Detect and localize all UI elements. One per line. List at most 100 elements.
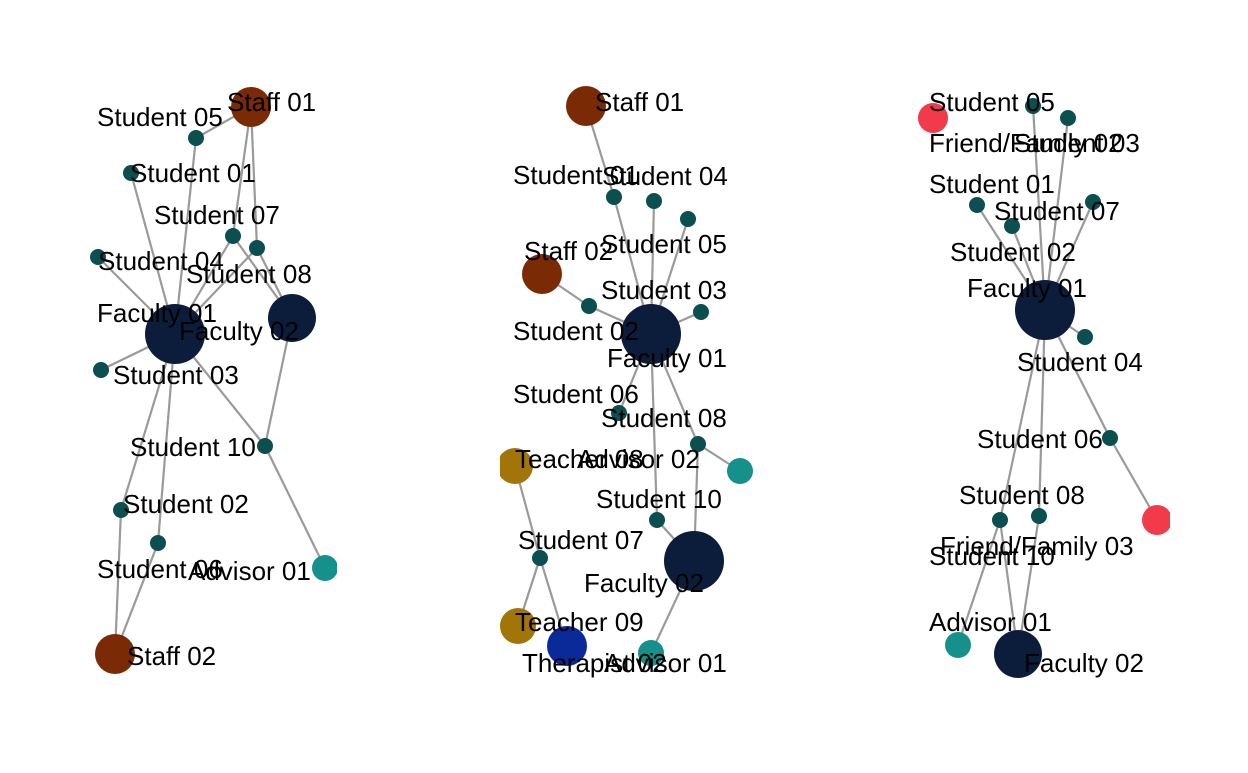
node-friend-family-03[interactable] bbox=[1142, 505, 1172, 535]
edge-student-02-staff-02 bbox=[113, 509, 123, 655]
node-staff-01[interactable] bbox=[566, 86, 606, 126]
node-teacher-09[interactable] bbox=[500, 608, 536, 644]
node-label-student-05: Student 05 bbox=[97, 102, 223, 132]
edge-staff-01-student-07 bbox=[231, 106, 253, 237]
node-advisor-01[interactable] bbox=[312, 555, 338, 581]
node-student-10[interactable] bbox=[649, 512, 665, 528]
node-student-03[interactable] bbox=[693, 304, 709, 320]
node-label-student-04: Student 04 bbox=[602, 161, 728, 191]
node-student-07[interactable] bbox=[532, 550, 548, 566]
node-staff-02[interactable] bbox=[95, 634, 135, 674]
edge-student-03-faculty-01 bbox=[1043, 117, 1070, 311]
node-label-friend-family-02: Friend/Family 02 bbox=[929, 128, 1123, 158]
node-student-01[interactable] bbox=[606, 189, 622, 205]
edge-student-05-faculty-01 bbox=[1031, 105, 1047, 311]
node-student-04[interactable] bbox=[90, 249, 106, 265]
node-student-08[interactable] bbox=[690, 436, 706, 452]
edge-faculty-01-student-02 bbox=[119, 333, 177, 511]
node-faculty-01[interactable] bbox=[1015, 280, 1075, 340]
node-faculty-01[interactable] bbox=[621, 304, 681, 364]
node-staff-01[interactable] bbox=[231, 87, 271, 127]
node-student-07[interactable] bbox=[1085, 194, 1101, 210]
node-student-02[interactable] bbox=[113, 502, 129, 518]
node-staff-02[interactable] bbox=[522, 254, 562, 294]
node-label-therapist-02: Therapist 02 bbox=[522, 648, 667, 678]
node-student-10[interactable] bbox=[1031, 508, 1047, 524]
node-student-08[interactable] bbox=[992, 512, 1008, 528]
edge-staff-01-student-08 bbox=[249, 106, 259, 249]
node-faculty-01[interactable] bbox=[145, 304, 205, 364]
node-advisor-01[interactable] bbox=[945, 632, 971, 658]
network-2-nodes bbox=[497, 86, 753, 666]
node-advisor-02[interactable] bbox=[727, 458, 753, 484]
node-label-faculty-01: Faculty 01 bbox=[97, 298, 217, 328]
node-label-student-03: Student 03 bbox=[601, 275, 727, 305]
node-student-07[interactable] bbox=[225, 228, 241, 244]
node-student-05[interactable] bbox=[188, 130, 204, 146]
node-label-student-05: Student 05 bbox=[601, 229, 727, 259]
node-label-student-01: Student 01 bbox=[929, 169, 1055, 199]
node-label-student-08: Student 08 bbox=[601, 403, 727, 433]
node-student-06[interactable] bbox=[1102, 430, 1118, 446]
node-label-advisor-01: Advisor 01 bbox=[604, 648, 727, 678]
node-label-student-06: Student 06 bbox=[513, 379, 639, 409]
node-student-10[interactable] bbox=[257, 438, 273, 454]
node-label-staff-01: Staff 01 bbox=[227, 87, 316, 117]
node-label-advisor-02: Advisor 02 bbox=[577, 444, 700, 474]
network-3-nodes bbox=[918, 98, 1172, 678]
node-faculty-02[interactable] bbox=[664, 531, 724, 591]
node-label-student-07: Student 07 bbox=[154, 200, 280, 230]
node-label-student-10: Student 10 bbox=[130, 432, 256, 462]
node-label-student-06: Student 06 bbox=[977, 424, 1103, 454]
node-label-student-08: Student 08 bbox=[186, 259, 312, 289]
node-label-friend-family-03: Friend/Family 03 bbox=[940, 531, 1134, 561]
node-student-03[interactable] bbox=[1060, 110, 1076, 126]
node-label-student-01: Student 01 bbox=[130, 158, 256, 188]
node-faculty-02[interactable] bbox=[994, 630, 1042, 678]
node-label-student-04: Student 04 bbox=[1017, 347, 1143, 377]
node-label-student-10: Student 10 bbox=[596, 484, 722, 514]
node-label-student-10: Student 10 bbox=[929, 541, 1055, 571]
edge-faculty-01-student-10 bbox=[649, 333, 659, 521]
node-label-advisor-01: Advisor 01 bbox=[188, 556, 311, 586]
node-student-01[interactable] bbox=[123, 165, 139, 181]
node-student-04[interactable] bbox=[646, 193, 662, 209]
node-label-student-01: Student 01 bbox=[513, 160, 639, 190]
edge-student-06-friend-family-03 bbox=[1109, 437, 1158, 521]
node-advisor-01[interactable] bbox=[638, 640, 664, 666]
node-student-06[interactable] bbox=[611, 405, 627, 421]
node-student-05[interactable] bbox=[680, 211, 696, 227]
node-student-03[interactable] bbox=[93, 362, 109, 378]
edge-faculty-01-student-10 bbox=[1037, 309, 1047, 517]
node-label-student-06: Student 06 bbox=[97, 554, 223, 584]
node-label-staff-02: Staff 02 bbox=[524, 236, 613, 266]
node-label-student-02: Student 02 bbox=[513, 316, 639, 346]
node-friend-family-02[interactable] bbox=[918, 103, 948, 133]
network-3-panel: Friend/Family 02 Student 05 Student 03 Stud… bbox=[918, 87, 1172, 678]
node-label-faculty-02: Faculty 02 bbox=[179, 316, 299, 346]
edge-student-08-advisor-01 bbox=[956, 519, 1002, 646]
node-label-student-03: Student 03 bbox=[1014, 128, 1140, 158]
node-teacher-08[interactable] bbox=[497, 448, 533, 484]
node-therapist-02[interactable] bbox=[547, 626, 587, 666]
node-label-student-02: Student 02 bbox=[123, 489, 249, 519]
node-student-02[interactable] bbox=[581, 298, 597, 314]
node-label-student-08: Student 08 bbox=[959, 480, 1085, 510]
node-label-student-05: Student 05 bbox=[929, 87, 1055, 117]
node-label-teacher-09: Teacher 09 bbox=[515, 607, 644, 637]
node-student-06[interactable] bbox=[150, 535, 166, 551]
node-faculty-02[interactable] bbox=[268, 294, 316, 342]
node-student-08[interactable] bbox=[249, 240, 265, 256]
node-student-01[interactable] bbox=[969, 197, 985, 213]
node-label-staff-01: Staff 01 bbox=[595, 87, 684, 117]
node-label-faculty-02: Faculty 02 bbox=[584, 568, 704, 598]
node-label-teacher-08: Teacher 08 bbox=[515, 444, 644, 474]
network-1-edges bbox=[97, 106, 326, 655]
node-student-04[interactable] bbox=[1077, 329, 1093, 345]
node-student-02[interactable] bbox=[1004, 218, 1020, 234]
node-label-student-07: Student 07 bbox=[518, 525, 644, 555]
node-student-05[interactable] bbox=[1025, 98, 1041, 114]
